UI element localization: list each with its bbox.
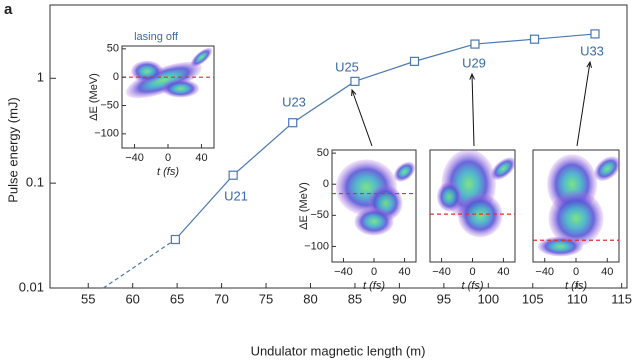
heatmap-blob: [393, 161, 416, 182]
arrow-head: [351, 88, 357, 97]
x-tick-label: 95: [437, 291, 451, 306]
heatmap-blob: [548, 190, 604, 247]
annotation: U29: [462, 55, 486, 70]
x-tick-label: 70: [214, 291, 228, 306]
inset-x-tick-label: −40: [535, 266, 554, 278]
inset-y-tick-label: 50: [107, 43, 119, 55]
x-tick-label: 115: [611, 291, 632, 306]
data-point: [288, 118, 298, 128]
inset-x-tick-label: 40: [497, 266, 509, 278]
inset-x-tick-label: 40: [398, 266, 410, 278]
panel-label: a: [4, 1, 13, 18]
data-line: [174, 33, 596, 240]
plot-frame: [49, 4, 628, 289]
x-tick-label: 85: [348, 291, 362, 306]
data-point: [170, 234, 180, 245]
y-tick-label: 0.01: [19, 279, 44, 294]
inset-x-tick-label: 0: [165, 152, 171, 164]
arrow: [576, 61, 591, 147]
inset-y-tick-label: −100: [304, 240, 329, 252]
heatmap-blob: [457, 193, 503, 238]
x-tick-label: 100: [477, 291, 499, 306]
heatmap-blob: [436, 181, 462, 212]
inset-x-tick-label: −40: [334, 266, 353, 278]
arrow: [471, 73, 475, 147]
inset-y-tick-label: 0: [323, 178, 329, 190]
inset-x-tick-label: 0: [469, 266, 475, 278]
inset-x-tick-label: −40: [432, 266, 451, 278]
heatmap-blob: [490, 157, 516, 180]
inset-x-tick-label: 0: [371, 266, 377, 278]
heatmap-blob: [354, 207, 394, 236]
y-tick-label: 0.1: [26, 175, 44, 190]
inset-x-tick-label: 0: [573, 266, 579, 278]
arrow-head: [586, 60, 592, 68]
heatmap-blob: [594, 156, 621, 181]
x-tick-label: 60: [125, 291, 139, 306]
inset-x-label: t (fs): [565, 280, 587, 292]
y-axis-label: Pulse energy (mJ): [5, 97, 20, 202]
inset-x-label: t (fs): [157, 166, 179, 178]
data-point: [470, 39, 480, 49]
x-tick-label: 90: [392, 291, 406, 306]
heatmap-blob: [125, 61, 202, 99]
data-point: [590, 29, 600, 39]
inset-y-tick-label: −50: [100, 99, 119, 111]
heatmap-blob: [190, 47, 213, 67]
inset-y-tick-label: 50: [317, 147, 329, 159]
arrow-head: [469, 72, 475, 80]
inset-y-label: ΔE (MeV): [298, 182, 310, 230]
inset-x-label: t (fs): [363, 280, 385, 292]
heatmap-blob: [537, 236, 583, 257]
data-point: [529, 34, 540, 44]
x-tick-label: 105: [522, 291, 544, 306]
annotation: U25: [335, 59, 359, 74]
extrapolation-line: [103, 239, 176, 289]
inset-x-label: t (fs): [462, 280, 484, 292]
annotation: U23: [282, 94, 306, 109]
inset-x-tick-label: −40: [125, 152, 144, 164]
heatmap-blob: [131, 60, 164, 83]
x-tick-label: 80: [303, 291, 317, 306]
inset-y-tick-label: 0: [113, 71, 119, 83]
data-point: [228, 170, 238, 180]
data-point: [409, 56, 420, 66]
inset-x-tick-label: 40: [195, 152, 207, 164]
x-tick-label: 65: [170, 291, 184, 306]
heatmap-blob: [161, 79, 200, 98]
x-tick-label: 110: [567, 291, 588, 306]
inset-x-tick-label: 40: [601, 266, 613, 278]
x-tick-label: 75: [259, 291, 273, 306]
inset-y-tick-label: −100: [94, 128, 119, 140]
arrow: [351, 89, 373, 147]
inset-y-label: ΔE (MeV): [88, 73, 100, 121]
annotation: U21: [224, 188, 248, 203]
inset-y-tick-label: −50: [310, 209, 329, 221]
annotation: U33: [580, 43, 604, 58]
y-tick-label: 1: [37, 70, 44, 85]
inset-title: lasing off: [134, 31, 179, 43]
x-axis-label: Undulator magnetic length (m): [251, 343, 426, 358]
data-point: [350, 76, 360, 86]
x-tick-label: 55: [81, 291, 95, 306]
